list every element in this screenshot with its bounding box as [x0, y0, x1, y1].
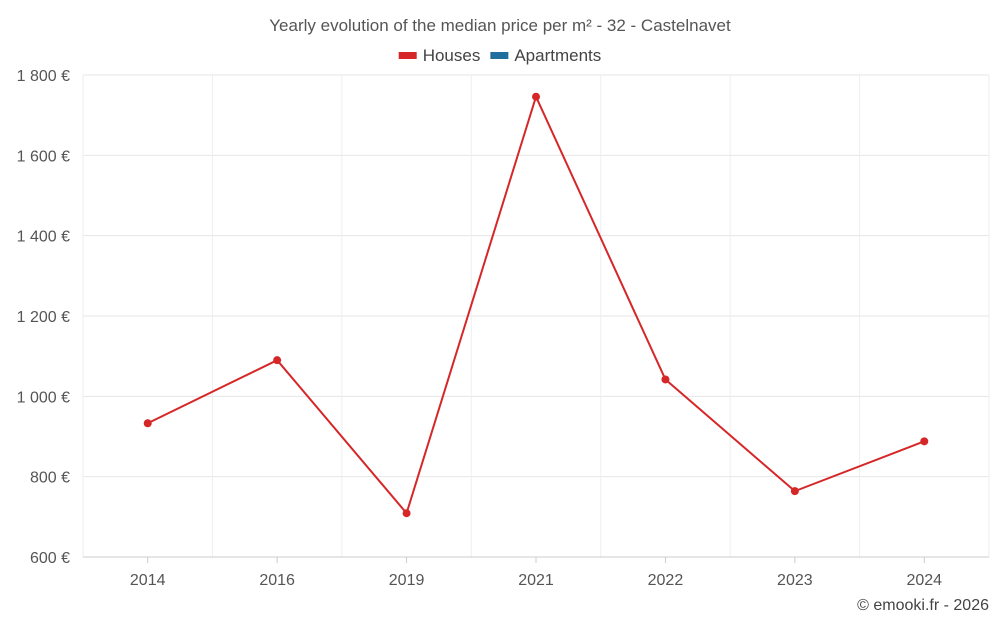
series-line-houses: [147, 95, 925, 515]
legend-item-apartments: Apartments: [490, 46, 601, 65]
y-tick-label: 1 600 €: [17, 148, 70, 165]
x-tick-label: 2014: [130, 572, 166, 589]
credit-text: © emooki.fr - 2026: [857, 597, 989, 614]
y-tick-label: 1 400 €: [17, 229, 70, 246]
legend-swatch: [490, 52, 509, 59]
x-tick-label: 2023: [777, 572, 813, 589]
grid: [82, 74, 990, 558]
data-point: [532, 92, 540, 101]
x-tick-label: 2019: [389, 572, 425, 589]
legend: Houses Apartments: [398, 46, 601, 65]
x-tick-label: 2024: [906, 572, 942, 589]
y-tick-label: 1 200 €: [17, 309, 70, 326]
y-tick-label: 1 800 €: [17, 68, 70, 85]
legend-item-houses: Houses: [398, 46, 481, 65]
data-point: [143, 419, 152, 428]
legend-label: Houses: [423, 46, 481, 65]
series-layer: [143, 92, 929, 518]
legend-label: Apartments: [514, 46, 601, 65]
legend-swatch: [398, 52, 417, 59]
data-point: [402, 509, 411, 518]
data-point: [790, 487, 799, 496]
x-tick-label: 2016: [259, 572, 295, 589]
data-point: [273, 356, 282, 365]
y-tick-label: 800 €: [30, 470, 70, 487]
data-point: [920, 437, 929, 446]
x-tick-label: 2021: [518, 572, 554, 589]
y-tick-label: 600 €: [30, 550, 70, 567]
chart-title: Yearly evolution of the median price per…: [269, 16, 731, 35]
axes: 600 € 800 € 1 000 € 1 200 € 1 400 € 1 600 € 1 …: [17, 68, 989, 589]
data-point: [661, 375, 670, 384]
x-tick-label: 2022: [648, 572, 684, 589]
y-tick-label: 1 000 €: [17, 389, 70, 406]
